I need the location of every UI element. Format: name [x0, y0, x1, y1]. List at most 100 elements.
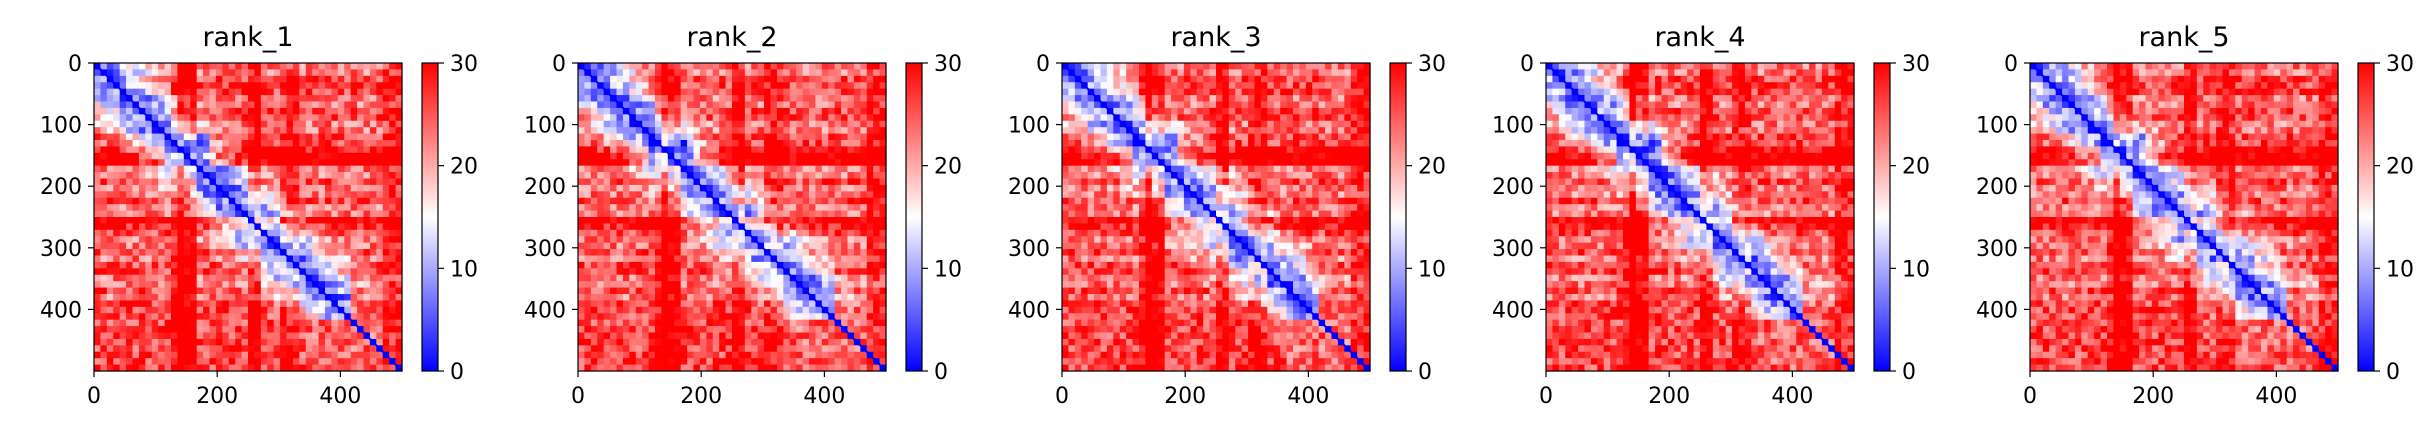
heatmap-cell [382, 306, 390, 314]
heatmap-cell [382, 165, 390, 173]
heatmap-cell [267, 326, 275, 334]
heatmap-cell [847, 210, 855, 218]
heatmap-cell [331, 140, 339, 148]
heatmap-cell [1254, 82, 1262, 90]
heatmap-cell [369, 69, 377, 77]
heatmap-cell [1177, 82, 1185, 90]
heatmap-cell [744, 249, 752, 257]
heatmap-cell [119, 184, 127, 192]
heatmap-cell [789, 140, 797, 148]
heatmap-cell [100, 255, 108, 263]
heatmap-cell [744, 236, 752, 244]
heatmap-cell [164, 114, 172, 122]
heatmap-cell [357, 140, 365, 148]
heatmap-cell [113, 332, 121, 340]
heatmap-cell [642, 152, 650, 160]
heatmap-cell [712, 249, 720, 257]
heatmap-cell [113, 281, 121, 289]
heatmap-cell [661, 332, 669, 340]
heatmap-cell [590, 364, 598, 372]
heatmap-cell [138, 88, 146, 96]
heatmap-cell [318, 178, 326, 186]
heatmap-cell [292, 242, 300, 250]
heatmap-cell [177, 152, 185, 160]
heatmap-cell [215, 287, 223, 295]
heatmap-cell [860, 172, 868, 180]
heatmap-cell [590, 114, 598, 122]
heatmap-cell [382, 127, 390, 135]
heatmap-cell [712, 229, 720, 237]
heatmap-cell [642, 140, 650, 148]
heatmap-cell [280, 165, 288, 173]
heatmap-cell [113, 294, 121, 302]
heatmap-cell [94, 120, 102, 128]
heatmap-cell [292, 69, 300, 77]
heatmap-cell [357, 255, 365, 263]
heatmap-cell [267, 223, 275, 231]
heatmap-cell [789, 178, 797, 186]
heatmap-cell [1151, 88, 1159, 96]
heatmap-cell [299, 191, 307, 199]
heatmap-cell [1106, 95, 1114, 103]
heatmap-cell [783, 127, 791, 135]
heatmap-cell [395, 242, 403, 250]
heatmap-cell [712, 326, 720, 334]
heatmap-cell [687, 326, 695, 334]
heatmap-cell [699, 152, 707, 160]
heatmap-cell [847, 63, 855, 71]
heatmap-cell [725, 313, 733, 321]
heatmap-cell [655, 287, 663, 295]
heatmap-cell [603, 69, 611, 77]
heatmap-cell [687, 114, 695, 122]
heatmap-cell [879, 191, 887, 199]
heatmap-cell [699, 127, 707, 135]
heatmap-cell [260, 351, 268, 359]
heatmap-cell [350, 332, 358, 340]
heatmap-cell [828, 127, 836, 135]
heatmap-cell [661, 63, 669, 71]
heatmap-cell [815, 345, 823, 353]
heatmap-cell [241, 274, 249, 282]
heatmap-cell [661, 101, 669, 109]
heatmap-cell [312, 159, 320, 167]
heatmap-cell [809, 364, 817, 372]
heatmap-cell [1177, 69, 1185, 77]
heatmap-cell [1267, 101, 1275, 109]
heatmap-cell [809, 242, 817, 250]
heatmap-cell [584, 133, 592, 141]
heatmap-cell [1139, 88, 1147, 96]
heatmap-cell [183, 210, 191, 218]
heatmap-cell [866, 313, 874, 321]
heatmap-cell [590, 146, 598, 154]
heatmap-cell [828, 197, 836, 205]
heatmap-cell [113, 140, 121, 148]
heatmap-cell [578, 191, 586, 199]
heatmap-cell [177, 255, 185, 263]
heatmap-cell [171, 172, 179, 180]
heatmap-cell [241, 338, 249, 346]
heatmap-cell [1113, 88, 1121, 96]
heatmap-cell [138, 261, 146, 269]
heatmap-cell [305, 120, 313, 128]
heatmap-cell [183, 319, 191, 327]
heatmap-cell [706, 172, 714, 180]
heatmap-cell [331, 82, 339, 90]
heatmap-cell [228, 338, 236, 346]
heatmap-cell [680, 172, 688, 180]
heatmap-cell [267, 287, 275, 295]
heatmap-cell [350, 159, 358, 167]
heatmap-cell [635, 229, 643, 237]
heatmap-cell [299, 274, 307, 282]
heatmap-cell [132, 127, 140, 135]
heatmap-cell [363, 165, 371, 173]
heatmap-cell [860, 197, 868, 205]
heatmap-cell [841, 140, 849, 148]
heatmap-cell [834, 75, 842, 83]
heatmap-cell [203, 261, 211, 269]
heatmap-cell [94, 204, 102, 212]
heatmap-cell [228, 313, 236, 321]
heatmap-cell [171, 274, 179, 282]
heatmap-cell [190, 281, 198, 289]
heatmap-cell [757, 281, 765, 289]
heatmap-cell [796, 351, 804, 359]
